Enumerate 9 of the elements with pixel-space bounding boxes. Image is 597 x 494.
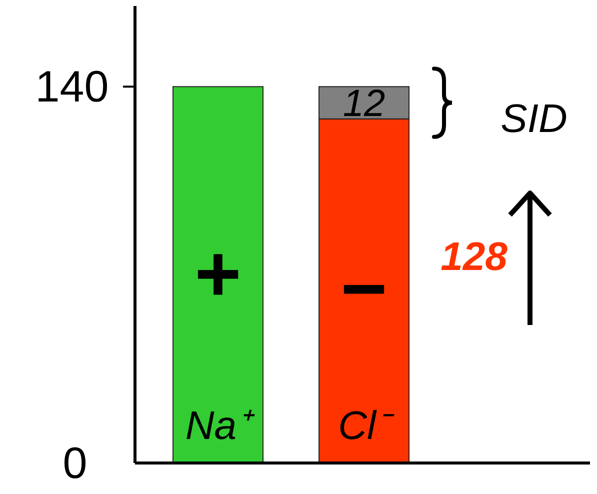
x-tick-label: Cl⁻ [338,404,395,448]
text: SID [500,97,568,141]
annotation: − [340,244,388,333]
data-label: 12 [342,82,386,125]
annotation: + [194,229,242,318]
x-tick-label: Na⁺ [185,404,256,448]
text: 128 [440,235,508,279]
y-tick-label: 0 [62,439,88,488]
y-tick-label: 140 [35,62,109,112]
